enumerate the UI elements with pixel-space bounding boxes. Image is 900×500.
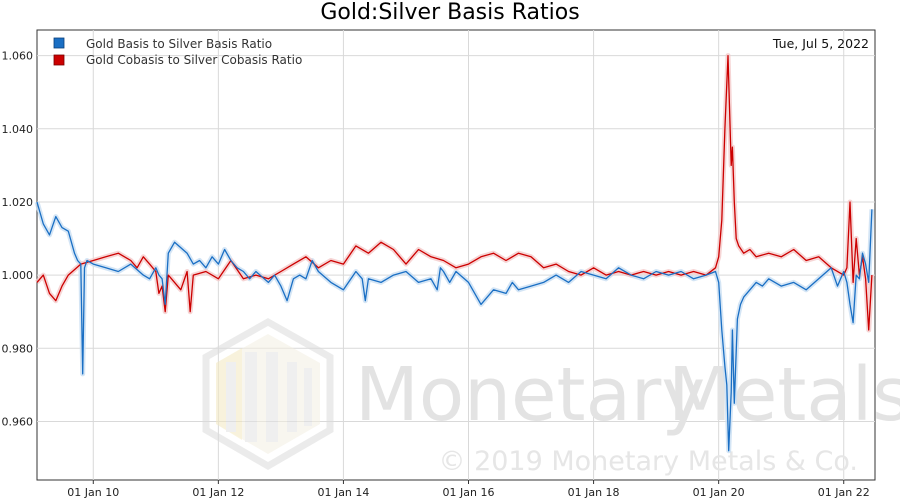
y-tick-label: 1.000 [2, 269, 34, 282]
watermark-brand-part2: Metals [668, 352, 900, 438]
series-line-gold-basis [36, 201, 873, 452]
x-tick-label: 01 Jan 16 [443, 486, 495, 499]
legend-swatch-gold-basis [53, 37, 65, 49]
watermark-logo-icon [202, 317, 334, 471]
legend: Gold Basis to Silver Basis Ratio Gold Co… [53, 37, 302, 67]
y-tick-label: 1.020 [2, 196, 34, 209]
legend-label-gold-basis: Gold Basis to Silver Basis Ratio [86, 37, 272, 51]
y-tick-label: 0.960 [2, 415, 34, 428]
watermark-copyright: © 2019 Monetary Metals & Co. [438, 446, 858, 477]
legend-swatch-gold-cobasis [53, 54, 65, 66]
x-tick-label: 01 Jan 12 [192, 486, 244, 499]
x-tick-label: 01 Jan 22 [818, 486, 870, 499]
x-tick-label: 01 Jan 20 [693, 486, 745, 499]
y-tick-label: 1.040 [2, 123, 34, 136]
date-label: Tue, Jul 5, 2022 [772, 36, 869, 51]
x-tick-label: 01 Jan 10 [67, 486, 119, 499]
chart-title: Gold:Silver Basis Ratios [320, 0, 579, 25]
x-tick-label: 01 Jan 14 [317, 486, 369, 499]
x-tick-label: 01 Jan 18 [568, 486, 620, 499]
series-layer [34, 53, 875, 454]
y-axis: 0.960 0.980 1.000 1.020 1.040 1.060 [2, 50, 34, 429]
grid [36, 29, 876, 481]
watermark-brand-part1: Monetary [355, 352, 705, 438]
legend-label-gold-cobasis: Gold Cobasis to Silver Cobasis Ratio [86, 53, 302, 67]
series-line-gold-cobasis [36, 54, 873, 331]
y-tick-label: 1.060 [2, 50, 34, 63]
y-tick-label: 0.980 [2, 342, 34, 355]
x-axis: 01 Jan 10 01 Jan 12 01 Jan 14 01 Jan 16 01 J… [67, 480, 870, 499]
watermark: Monetary Metals © 2019 Monetary Metals &… [202, 317, 900, 477]
